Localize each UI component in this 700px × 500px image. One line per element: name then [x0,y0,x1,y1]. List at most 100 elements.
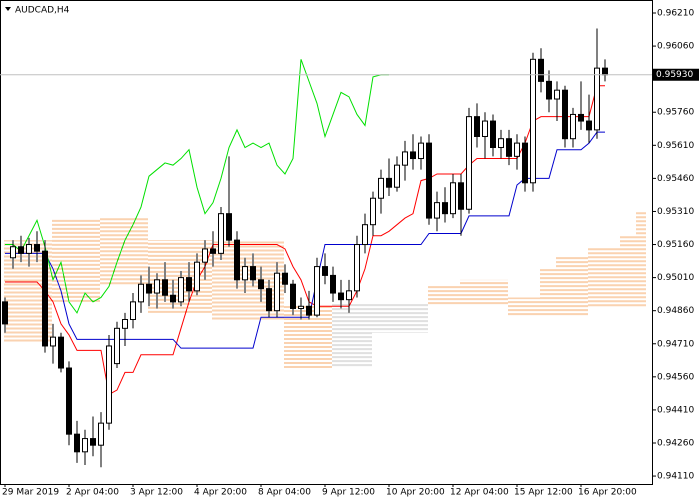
candle-body [66,367,72,435]
candle-body [466,116,472,210]
candle-body [34,244,40,252]
candle-body [26,244,32,254]
current-price-label: 0.95930 [656,70,693,80]
candle-body [362,224,368,246]
candle-body [202,248,208,263]
title-icon [5,7,11,11]
indicator-line [5,85,605,396]
candle-body [242,266,248,281]
y-tick-label: 0.94110 [657,472,694,482]
candle-body [250,266,256,281]
x-tick-label: 10 Apr 20:00 [386,488,445,498]
candle-body [410,151,416,160]
candle-body [562,89,568,140]
candle-body [586,120,592,131]
candle-body [434,202,440,219]
indicator-line [5,59,389,314]
candle-body [10,246,16,259]
candle-body [306,305,312,316]
y-tick-label: 0.95610 [657,141,694,151]
candle-body [226,213,232,241]
candle-body [546,80,552,100]
candle-body [602,67,608,76]
x-tick-label: 9 Apr 12:00 [322,488,375,498]
y-tick-label: 0.96210 [657,9,694,19]
candle-body [258,279,264,290]
candle-body [482,120,488,137]
indicator-line [5,131,605,349]
candle-body [218,213,224,254]
candle-body [290,283,296,309]
candle-body [90,438,96,446]
candle-body [42,250,48,347]
candle-body [498,138,504,149]
y-tick-label: 0.95310 [657,207,694,217]
x-tick-label: 3 Apr 12:00 [130,488,183,498]
candle-body [114,327,120,365]
y-tick-label: 0.94860 [657,306,694,316]
candle-body [194,261,200,292]
x-tick-label: 4 Apr 20:00 [194,488,247,498]
x-tick-label: 8 Apr 04:00 [258,488,311,498]
candle-body [170,294,176,303]
candle-body [162,279,168,296]
candle-body [266,288,272,312]
candle-body [442,202,448,215]
candle-body [530,58,536,184]
candle-body [314,266,320,316]
candle-body [234,239,240,281]
candle-body [554,89,560,100]
candle-body [538,58,544,82]
candle-body [322,266,328,276]
candle-body [514,142,520,157]
candle-body [106,345,112,424]
candle-body [82,438,88,453]
y-tick-label: 0.94710 [657,339,694,349]
x-tick-label: 12 Apr 04:00 [450,488,509,498]
candle-body [370,197,376,226]
candle-body [506,138,512,157]
candle-body [74,433,80,453]
candle-body [490,120,496,149]
candle-body [186,277,192,292]
candle-body [522,142,528,184]
y-tick-label: 0.95010 [657,273,694,283]
candle-body [402,151,408,166]
candle-body [50,336,56,347]
x-tick-label: 15 Apr 12:00 [514,488,573,498]
candle-body [338,292,344,301]
candle-body [138,283,144,303]
y-tick-label: 0.95160 [657,240,694,250]
chart-title: AUDCAD,H4 [15,6,70,16]
candle-body [298,305,304,309]
candle-body [274,272,280,312]
y-tick-label: 0.96060 [657,42,694,52]
candle-body [58,336,64,369]
y-tick-label: 0.95460 [657,174,694,184]
candle-body [210,248,216,254]
x-tick-label: 2 Apr 04:00 [66,488,119,498]
candle-body [594,67,600,131]
candle-body [146,283,152,294]
candle-body [346,290,352,301]
candle-body [18,246,24,254]
candle-body [570,113,576,140]
y-tick-label: 0.94560 [657,372,694,382]
candle-body [122,319,128,329]
current-price-box [652,68,699,81]
x-tick-label: 29 Mar 2019 [2,488,59,498]
plot-frame [0,0,653,485]
candle-body [474,116,480,137]
candle-body [2,301,8,325]
candle-body [394,164,400,188]
y-tick-label: 0.95760 [657,108,694,118]
y-tick-label: 0.94410 [657,405,694,415]
candle-body [330,274,336,294]
plot-layer [0,28,652,468]
candle-body [578,113,584,122]
candle-body [98,422,104,446]
candle-body [386,177,392,188]
